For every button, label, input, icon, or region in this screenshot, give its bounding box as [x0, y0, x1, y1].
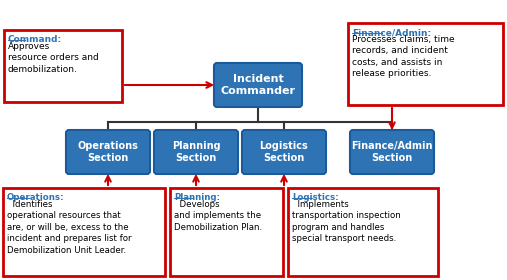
FancyBboxPatch shape — [348, 23, 503, 105]
FancyBboxPatch shape — [3, 188, 165, 276]
Text: Approves
resource orders and
demobilization.: Approves resource orders and demobilizat… — [8, 42, 99, 74]
Text: Finance/Admin:: Finance/Admin: — [352, 28, 431, 37]
FancyBboxPatch shape — [288, 188, 438, 276]
Text: Operations:: Operations: — [7, 193, 64, 202]
FancyBboxPatch shape — [4, 30, 122, 102]
FancyBboxPatch shape — [170, 188, 283, 276]
Text: Implements
transportation inspection
program and handles
special transport needs: Implements transportation inspection pro… — [292, 200, 401, 243]
Text: Incident
Commander: Incident Commander — [221, 74, 296, 96]
FancyBboxPatch shape — [66, 130, 150, 174]
Text: Operations
Section: Operations Section — [78, 141, 138, 163]
Text: Planning:: Planning: — [174, 193, 220, 202]
FancyBboxPatch shape — [350, 130, 434, 174]
FancyBboxPatch shape — [214, 63, 302, 107]
Text: Develops
and implements the
Demobilization Plan.: Develops and implements the Demobilizati… — [174, 200, 262, 232]
Text: Logistics
Section: Logistics Section — [260, 141, 308, 163]
FancyBboxPatch shape — [242, 130, 326, 174]
Text: Identifies
operational resources that
are, or will be, excess to the
incident an: Identifies operational resources that ar… — [7, 200, 131, 255]
Text: Logistics:: Logistics: — [292, 193, 339, 202]
Text: Finance/Admin
Section: Finance/Admin Section — [351, 141, 433, 163]
Text: Command:: Command: — [8, 35, 62, 44]
Text: Planning
Section: Planning Section — [172, 141, 221, 163]
FancyBboxPatch shape — [154, 130, 238, 174]
Text: Processes claims, time
records, and incident
costs, and assists in
release prior: Processes claims, time records, and inci… — [352, 35, 455, 78]
